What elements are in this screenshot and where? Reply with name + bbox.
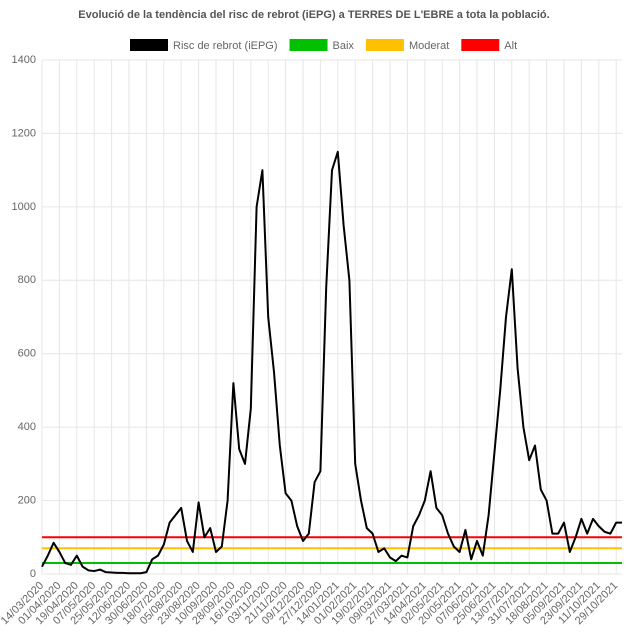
chart-title: Evolució de la tendència del risc de reb…: [78, 9, 549, 21]
y-tick-label: 800: [18, 274, 36, 286]
y-tick-label: 1000: [12, 201, 36, 213]
y-tick-label: 1200: [12, 127, 36, 139]
risk-line: [41, 150, 622, 575]
legend-swatch: [461, 39, 500, 51]
legend-swatch: [130, 39, 168, 51]
legend-label: Baix: [333, 40, 355, 52]
y-tick-label: 0: [30, 568, 36, 580]
legend-label: Moderat: [409, 40, 449, 52]
legend-swatch: [365, 39, 404, 51]
y-tick-label: 400: [18, 421, 36, 433]
legend-label: Alt: [504, 40, 517, 52]
legend-label: Risc de rebrot (iEPG): [173, 40, 278, 52]
y-tick-label: 200: [18, 494, 36, 506]
y-tick-label: 1400: [12, 54, 36, 66]
legend-swatch: [289, 39, 328, 51]
y-tick-label: 600: [18, 348, 36, 360]
